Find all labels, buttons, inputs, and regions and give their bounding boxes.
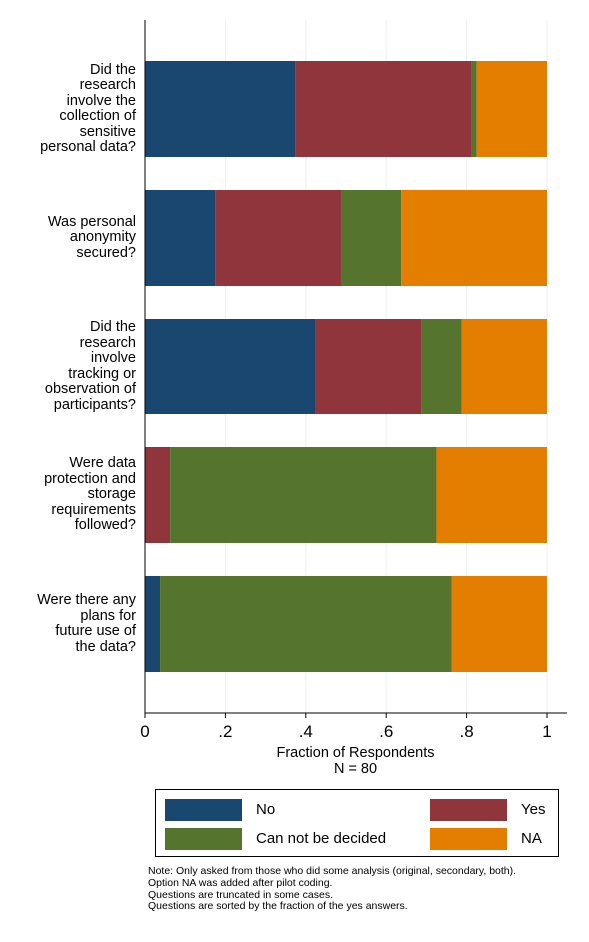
bar-segment-yes bbox=[295, 61, 472, 157]
category-label: Did the research involve tracking or observa… bbox=[2, 319, 136, 413]
category-label-line: future use of bbox=[55, 623, 136, 639]
bar-segment-no bbox=[145, 61, 296, 157]
x-tick-label: .8 bbox=[459, 722, 474, 741]
category-label-line: Were data bbox=[69, 455, 136, 472]
category-label-line: personal data? bbox=[40, 139, 136, 155]
bar-segment-na bbox=[476, 61, 547, 157]
bar-segment-can-not-be-decided bbox=[471, 61, 477, 157]
category-label-line: research bbox=[79, 334, 136, 351]
x-tick-label: 0 bbox=[140, 722, 150, 741]
x-tick-label: .2 bbox=[218, 722, 233, 741]
bar-segment-no bbox=[145, 319, 316, 414]
bar-segment-na bbox=[401, 190, 547, 286]
legend-label-can-not-be-decided: Can not be decided bbox=[256, 830, 387, 847]
x-tick-label: 1 bbox=[542, 722, 552, 741]
bar-segment-no bbox=[145, 576, 161, 672]
category-label-line: involve the bbox=[66, 92, 136, 109]
x-tick-label: .4 bbox=[298, 722, 313, 741]
category-label-line: Did the bbox=[90, 61, 136, 78]
category-label-line: followed? bbox=[74, 517, 136, 534]
category-label-line: secured? bbox=[76, 244, 136, 261]
note-line: Option NA was added after pilot coding. bbox=[148, 876, 333, 889]
bar-segment-yes bbox=[315, 319, 422, 414]
category-label-line: plans for bbox=[80, 607, 136, 624]
note-line: Note: Only asked from those who did some… bbox=[148, 865, 517, 877]
category-label-line: the data? bbox=[75, 638, 136, 655]
bar-segment-can-not-be-decided bbox=[421, 319, 462, 414]
legend-swatch-no bbox=[165, 799, 242, 821]
legend-swatch-can-not-be-decided bbox=[165, 828, 242, 850]
category-label: Did the research involve the collection of s… bbox=[2, 61, 136, 156]
category-label-line: participants? bbox=[53, 396, 136, 413]
legend-label-no: No bbox=[256, 801, 276, 818]
chart-note: Note: Only asked from those who did some… bbox=[148, 865, 517, 913]
bar-segment-no bbox=[145, 190, 216, 286]
category-label-line: research bbox=[79, 77, 136, 93]
legend-label-yes: Yes bbox=[521, 801, 546, 818]
category-label-line: observation of bbox=[44, 381, 136, 397]
category-label-line: requirements bbox=[51, 501, 136, 518]
category-label-line: protection and bbox=[44, 470, 136, 487]
x-tick-label: .6 bbox=[379, 722, 394, 741]
category-label-line: Did the bbox=[90, 319, 136, 335]
category-label-line: Were there any bbox=[37, 592, 136, 608]
bar-segment-yes bbox=[215, 190, 341, 286]
legend-label-na: NA bbox=[521, 830, 542, 847]
note-line: Questions are truncated in some cases. bbox=[148, 888, 334, 901]
note-line: Questions are sorted by the fraction of … bbox=[148, 900, 408, 913]
legend: No Yes Can not be decided NA bbox=[155, 789, 559, 857]
category-label-line: collection of bbox=[59, 108, 136, 124]
category-label: Were data protection and storage requiremen… bbox=[2, 456, 136, 534]
legend-swatch-yes bbox=[430, 799, 507, 821]
category-label-line: anonymity bbox=[69, 229, 136, 246]
bar-segment-yes bbox=[145, 447, 171, 543]
x-axis-subtitle: N = 80 bbox=[333, 761, 378, 777]
bar-segment-can-not-be-decided bbox=[170, 447, 437, 543]
category-label-line: Was personal bbox=[47, 213, 136, 230]
category-label-line: storage bbox=[87, 486, 136, 503]
legend-swatch-na bbox=[430, 828, 507, 850]
bar-segment-na bbox=[451, 576, 547, 672]
bar-segment-can-not-be-decided bbox=[340, 190, 402, 286]
category-label-line: tracking or bbox=[68, 365, 136, 382]
category-label: Was personal anonymity secured? bbox=[2, 213, 136, 262]
category-label-line: involve bbox=[90, 350, 136, 366]
bar-segment-na bbox=[436, 447, 547, 543]
x-axis-title: Fraction of Respondents bbox=[276, 745, 435, 761]
category-label-line: sensitive bbox=[79, 123, 136, 140]
category-label: Were there any plans for future use of the … bbox=[2, 592, 136, 655]
bar-segment-can-not-be-decided bbox=[160, 576, 452, 672]
bar-segment-na bbox=[461, 319, 547, 414]
